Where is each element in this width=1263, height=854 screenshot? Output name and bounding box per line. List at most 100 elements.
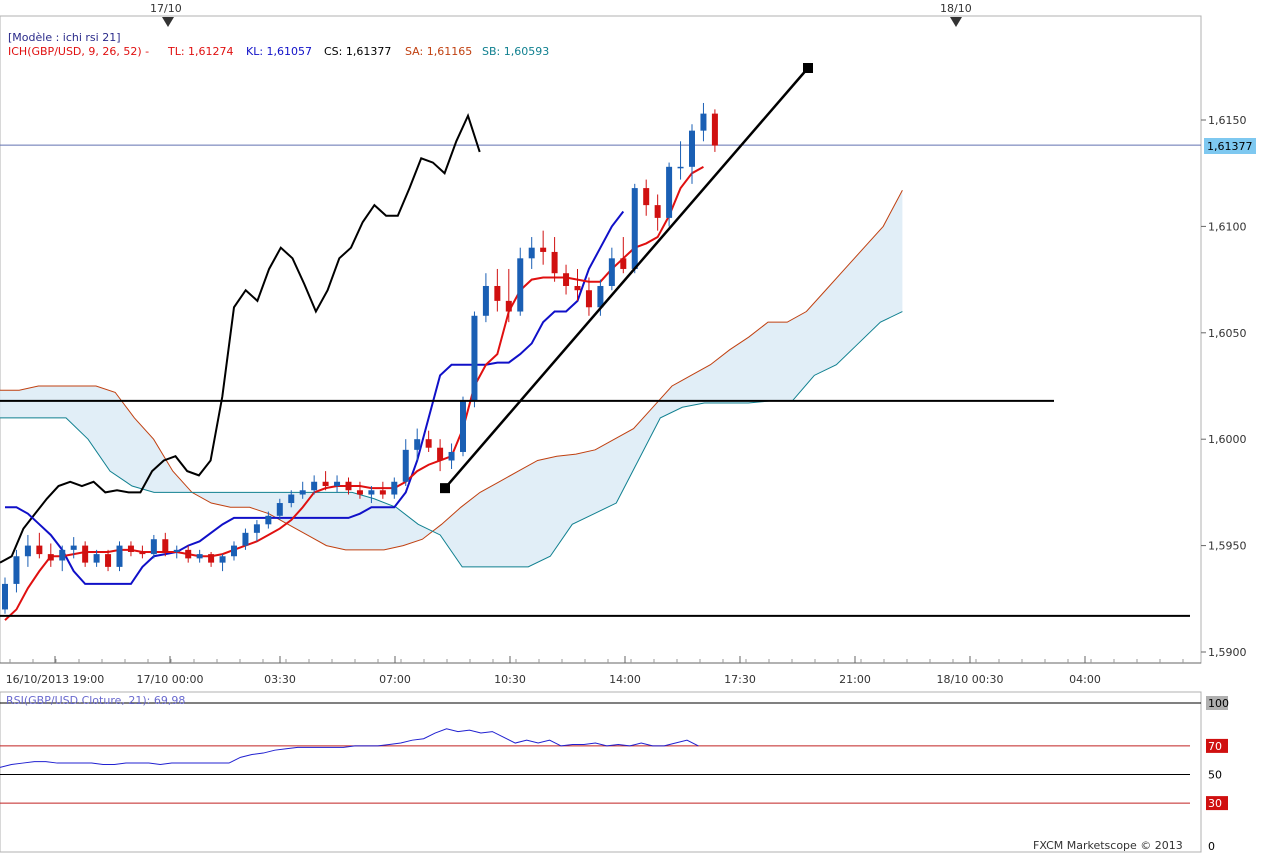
date-marker-1: 17/10 bbox=[150, 2, 182, 15]
candle bbox=[36, 532, 43, 559]
candle-body bbox=[47, 554, 54, 561]
candle bbox=[563, 264, 570, 295]
candle-body bbox=[231, 545, 237, 557]
candle-body bbox=[689, 130, 695, 167]
candle bbox=[700, 102, 707, 142]
axes: 1,6150 1,6100 1,6050 1,6000 1,5950 1,5900 16/1… bbox=[0, 114, 1247, 686]
candle bbox=[585, 277, 592, 316]
candle bbox=[654, 194, 661, 231]
candle-body bbox=[276, 503, 283, 516]
candle bbox=[70, 537, 77, 559]
candle-body bbox=[162, 539, 169, 552]
candle-body bbox=[517, 258, 524, 312]
candle-body bbox=[173, 549, 180, 552]
candle bbox=[402, 439, 409, 487]
x-tick-label: 18/10 00:30 bbox=[937, 673, 1004, 686]
candle-body bbox=[93, 554, 100, 563]
candle-body bbox=[219, 556, 226, 563]
rsi-tick-label: 0 bbox=[1208, 840, 1215, 853]
candle bbox=[631, 183, 638, 274]
candle bbox=[276, 498, 283, 521]
candle-body bbox=[379, 490, 386, 495]
model-label: [Modèle : ichi rsi 21] bbox=[8, 31, 121, 44]
candle bbox=[505, 268, 512, 323]
candle-body bbox=[391, 481, 398, 495]
candle-body bbox=[36, 545, 43, 555]
sa-value: SA: 1,61165 bbox=[405, 45, 472, 58]
candle-body bbox=[482, 285, 489, 316]
candle-body bbox=[666, 166, 673, 218]
drawings[interactable] bbox=[0, 63, 1190, 617]
x-tick-label: 16/10/2013 19:00 bbox=[6, 673, 105, 686]
x-tick-label: 10:30 bbox=[494, 673, 526, 686]
candle bbox=[425, 430, 432, 452]
candle bbox=[448, 443, 455, 469]
candle-body bbox=[299, 490, 306, 495]
candle bbox=[677, 141, 684, 180]
cs-value: CS: 1,61377 bbox=[324, 45, 391, 58]
candle-body bbox=[196, 554, 203, 559]
x-tick-label: 17/10 00:00 bbox=[137, 673, 204, 686]
candle bbox=[345, 477, 352, 495]
rsi-tick-bg bbox=[1206, 696, 1228, 710]
candle bbox=[139, 545, 146, 559]
candle bbox=[666, 162, 673, 227]
candle bbox=[242, 528, 249, 550]
candle bbox=[482, 273, 489, 323]
candle-body bbox=[585, 290, 592, 308]
candle bbox=[379, 481, 386, 499]
candle bbox=[116, 541, 123, 572]
candle-body bbox=[13, 556, 20, 584]
candle bbox=[82, 541, 89, 567]
candle bbox=[356, 481, 363, 499]
candle-body bbox=[471, 315, 478, 401]
date-marker-1-icon bbox=[162, 17, 174, 27]
kl-value: KL: 1,61057 bbox=[246, 45, 312, 58]
candle bbox=[528, 237, 535, 269]
candle bbox=[517, 247, 524, 316]
date-marker-2: 18/10 bbox=[940, 2, 972, 15]
candle bbox=[253, 520, 260, 542]
senkou-a-line bbox=[0, 189, 903, 551]
candle bbox=[265, 511, 272, 529]
kijun-line bbox=[5, 210, 625, 585]
candle-body bbox=[677, 166, 684, 169]
candle-body bbox=[70, 545, 77, 550]
candle-body bbox=[82, 545, 89, 563]
candle-body bbox=[288, 494, 295, 504]
candle bbox=[551, 237, 558, 282]
candle bbox=[185, 545, 192, 563]
ichimoku-cloud bbox=[0, 190, 903, 567]
candle bbox=[24, 534, 31, 567]
candle-body bbox=[494, 285, 501, 301]
candle-body bbox=[24, 545, 31, 557]
candle bbox=[231, 541, 237, 561]
candle-body bbox=[437, 447, 444, 461]
candle bbox=[299, 481, 306, 499]
candle bbox=[643, 179, 650, 216]
candle-body bbox=[528, 247, 535, 259]
price-panel-frame bbox=[0, 15, 1202, 664]
candle bbox=[334, 475, 341, 493]
rsi-tick-bg bbox=[1206, 767, 1228, 782]
candle bbox=[322, 471, 329, 491]
candle-body bbox=[402, 449, 409, 482]
candle-body bbox=[643, 188, 650, 206]
candle bbox=[196, 549, 203, 563]
candle bbox=[689, 124, 695, 184]
candle-body bbox=[253, 524, 260, 533]
candle bbox=[460, 396, 466, 457]
candle-body bbox=[139, 551, 146, 555]
rsi-line bbox=[0, 728, 699, 768]
candle-body bbox=[700, 113, 707, 131]
candle bbox=[93, 549, 100, 567]
candle-body bbox=[356, 490, 363, 495]
candle-body bbox=[711, 113, 718, 146]
candle-body bbox=[208, 554, 215, 563]
current-price-tag: 1,61377 bbox=[1207, 140, 1253, 153]
y-tick-label: 1,6150 bbox=[1208, 114, 1247, 127]
candle-body bbox=[116, 545, 123, 567]
candle bbox=[608, 247, 615, 291]
trendline-handle-end bbox=[803, 63, 813, 73]
